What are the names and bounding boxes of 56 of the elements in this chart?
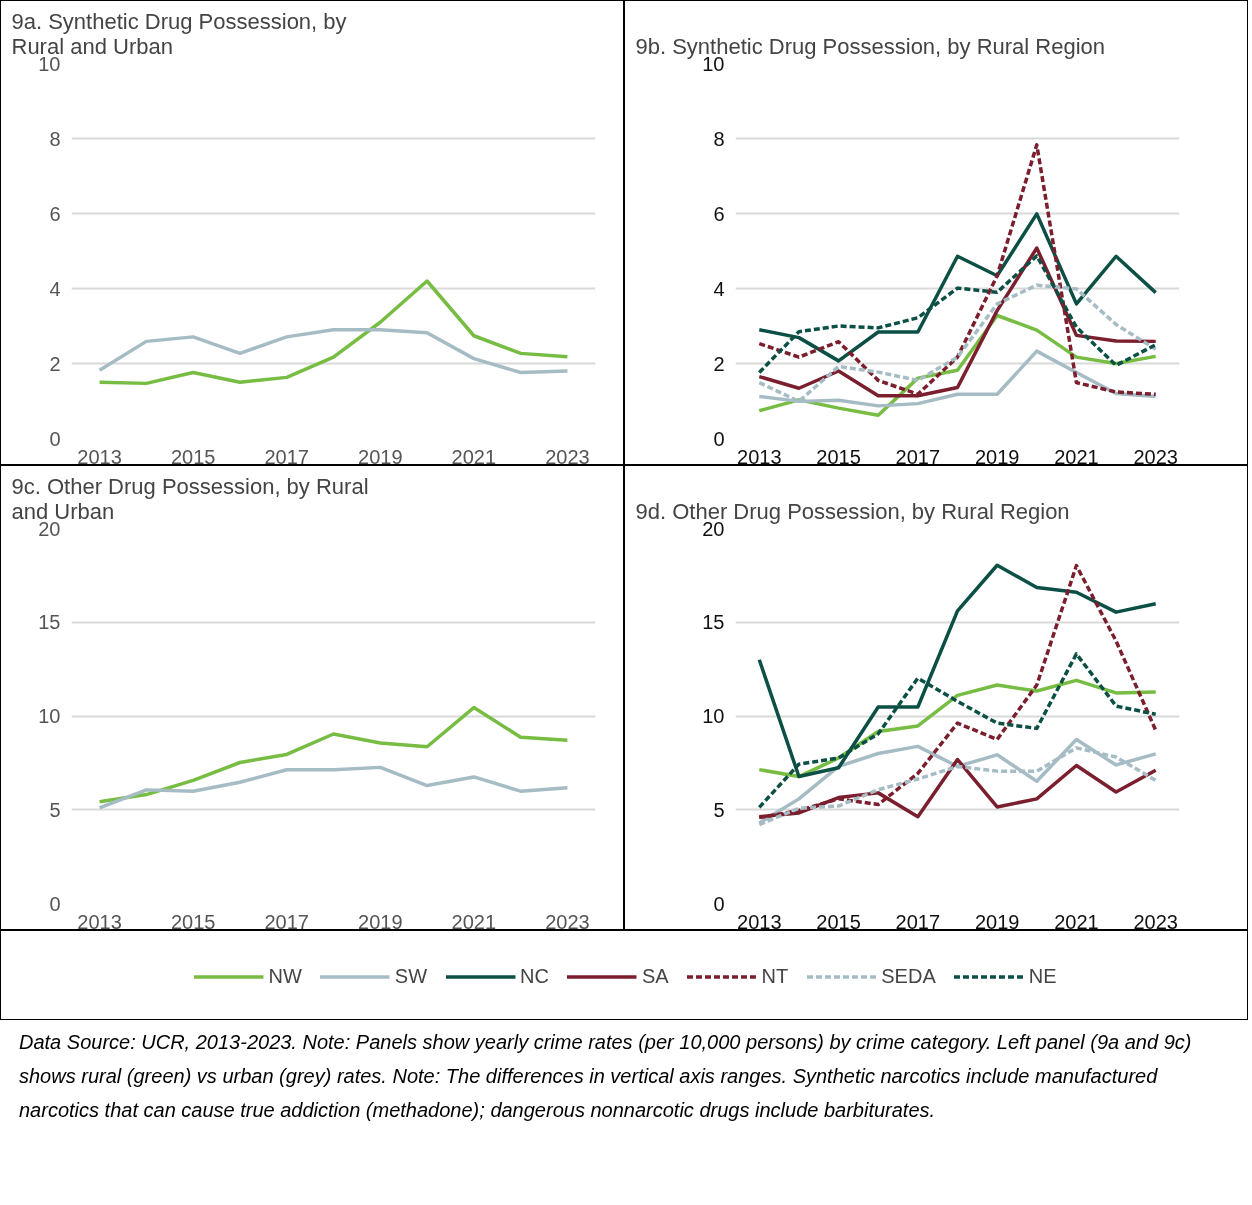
y-tick-label: 2 — [713, 352, 725, 375]
line-series — [757, 143, 1158, 396]
legend-label: NT — [761, 964, 789, 988]
x-tick-label: 2015 — [170, 910, 216, 933]
x-tick-label: 2023 — [1133, 910, 1178, 933]
y-tick-label: 15 — [702, 611, 725, 634]
y-tick-label: 0 — [713, 892, 725, 915]
y-tick-label: 8 — [49, 127, 61, 150]
y-tick-label: 0 — [713, 427, 725, 450]
x-tick-label: 2017 — [895, 910, 941, 933]
y-tick-label: 5 — [49, 798, 61, 821]
x-tick-label: 2017 — [264, 445, 309, 468]
x-tick-label: 2023 — [1133, 445, 1178, 468]
line-series — [97, 279, 570, 386]
x-tick-label: 2019 — [358, 910, 403, 933]
x-tick-label: 2013 — [77, 445, 122, 468]
x-tick-label: 2013 — [737, 445, 782, 468]
y-tick-label: 5 — [713, 798, 725, 821]
x-tick-label: 2021 — [451, 445, 497, 468]
source-note: Data Source: UCR, 2013-2023. Note: Panels show yearly crime rates (per 10,000 persons) by crime category. Left panel (9a and 9c) shows rural (green) vs urban (grey) rates. Note: The differences in vertical axis ranges. Synthetic narcotics include manufactured narcotics that can cause true addiction (methadone); dangerous nonnarcotic drugs include barbiturates. — [19, 1030, 1193, 1123]
x-tick-label: 2017 — [264, 910, 309, 933]
legend-label: SA — [641, 964, 669, 988]
x-tick-label: 2019 — [358, 445, 403, 468]
legend-label: NW — [268, 964, 302, 988]
x-tick-label: 2017 — [895, 445, 941, 468]
legend-label: NE — [1028, 964, 1057, 988]
y-tick-label: 10 — [702, 705, 725, 727]
x-tick-label: 2013 — [77, 910, 122, 933]
x-tick-label: 2021 — [1054, 445, 1099, 468]
y-tick-label: 4 — [713, 277, 725, 300]
y-tick-label: 10 — [38, 705, 61, 727]
x-tick-label: 2013 — [737, 910, 782, 933]
line-series — [97, 765, 570, 810]
line-series — [97, 328, 570, 375]
x-tick-label: 2015 — [170, 445, 216, 468]
legend-label: SW — [394, 964, 428, 988]
x-tick-label: 2023 — [545, 910, 590, 933]
x-tick-label: 2019 — [974, 445, 1020, 468]
line-series — [97, 705, 570, 804]
chart-title: 9b. Synthetic Drug Possession, by Rural Region — [635, 33, 1106, 59]
x-tick-label: 2015 — [816, 445, 861, 468]
y-tick-label: 0 — [49, 427, 61, 450]
legend-label: SEDA — [881, 964, 936, 988]
y-tick-label: 4 — [49, 277, 61, 300]
y-tick-label: 6 — [49, 202, 61, 225]
y-tick-label: 15 — [38, 611, 61, 634]
y-tick-label: 8 — [713, 127, 725, 150]
x-tick-label: 2021 — [451, 910, 497, 933]
y-tick-label: 6 — [713, 202, 725, 225]
y-tick-label: 0 — [49, 892, 61, 915]
x-tick-label: 2023 — [545, 445, 590, 468]
legend-label: NC — [520, 964, 549, 988]
x-tick-label: 2019 — [974, 910, 1020, 933]
x-tick-label: 2015 — [816, 910, 861, 933]
x-tick-label: 2021 — [1054, 910, 1099, 933]
y-tick-label: 2 — [49, 352, 61, 375]
